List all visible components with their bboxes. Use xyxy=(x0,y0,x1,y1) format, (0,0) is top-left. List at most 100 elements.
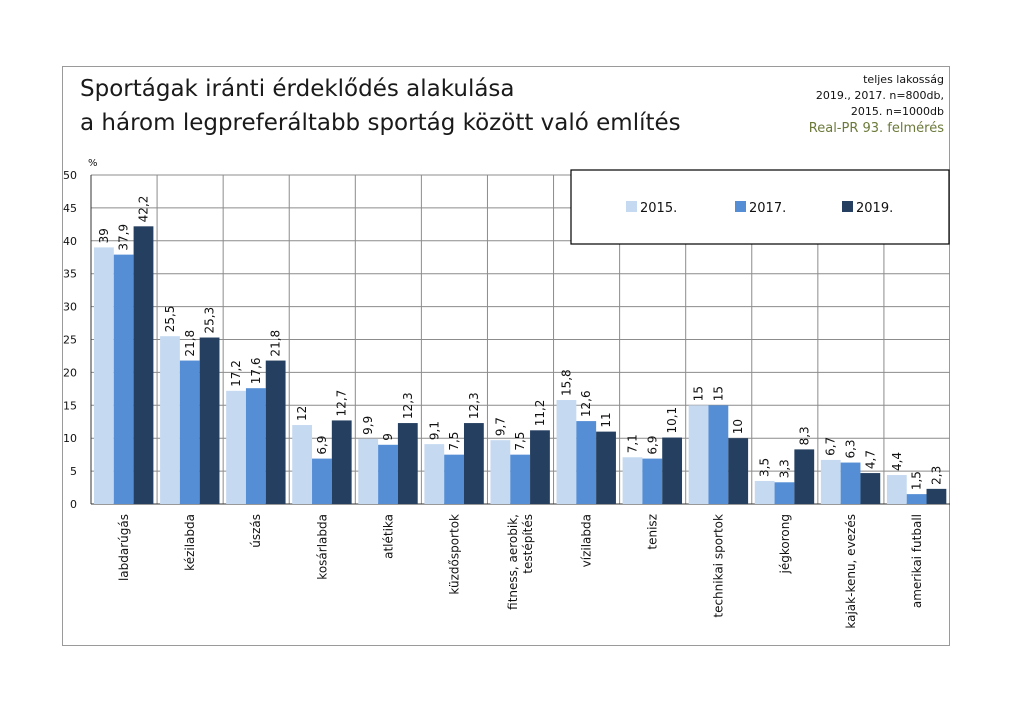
data-label: 12 xyxy=(295,406,309,421)
y-tick-label: 0 xyxy=(70,498,77,511)
data-label: 4,4 xyxy=(890,452,904,471)
bar-2017-7 xyxy=(576,421,597,504)
category-label: amerikai futball xyxy=(910,514,924,608)
bar-2015-2 xyxy=(226,390,246,504)
category-label: labdarúgás xyxy=(117,514,131,581)
legend-label: 2019. xyxy=(856,201,893,216)
legend-swatch xyxy=(626,201,637,212)
y-axis-label: % xyxy=(88,158,98,169)
data-label: 25,3 xyxy=(203,307,217,334)
bar-2015-7 xyxy=(556,400,577,504)
data-label: 12,3 xyxy=(401,392,415,419)
category-label: kézilabda xyxy=(183,514,197,571)
y-tick-label: 35 xyxy=(63,268,77,281)
legend-swatch xyxy=(735,201,746,212)
data-label: 39 xyxy=(97,228,111,243)
category-label: küzdősportok xyxy=(447,514,461,595)
data-label: 7,1 xyxy=(626,434,640,453)
data-label: 9,9 xyxy=(361,416,375,435)
category-label: tenisz xyxy=(646,514,660,550)
bar-2015-3 xyxy=(292,425,313,504)
category-label: testépítés xyxy=(521,514,535,574)
category-label: jégkorong xyxy=(778,514,792,574)
data-label: 3,3 xyxy=(777,459,791,478)
category-label: fitness, aerobik, xyxy=(506,514,520,610)
category-label: úszás xyxy=(249,514,263,548)
data-label: 21,8 xyxy=(183,330,197,357)
bar-2019-11 xyxy=(860,473,881,504)
bar-2019-0 xyxy=(133,226,154,504)
bar-2019-12 xyxy=(926,488,947,504)
bar-2015-11 xyxy=(820,459,841,504)
category-label: kajak-kenu, evezés xyxy=(844,514,858,629)
bar-2019-9 xyxy=(728,438,749,504)
bar-2015-8 xyxy=(622,457,643,504)
data-label: 7,5 xyxy=(447,432,461,451)
data-label: 8,3 xyxy=(797,426,811,445)
data-label: 11,2 xyxy=(533,400,547,427)
bar-2015-5 xyxy=(424,444,445,504)
category-label: vízilabda xyxy=(580,514,594,567)
bar-2019-1 xyxy=(199,337,220,504)
category-label: atlétika xyxy=(381,514,395,559)
bar-2019-8 xyxy=(662,437,683,504)
bar-2017-2 xyxy=(245,388,266,504)
bar-2019-10 xyxy=(794,449,815,504)
source-label: Real-PR 93. felmérés xyxy=(808,121,944,136)
bar-2015-6 xyxy=(490,440,511,504)
data-label: 11 xyxy=(599,412,613,427)
data-label: 3,5 xyxy=(758,458,772,477)
bar-2017-11 xyxy=(840,462,861,504)
bar-2015-12 xyxy=(886,475,907,504)
data-label: 6,9 xyxy=(315,436,329,455)
data-label: 1,5 xyxy=(910,471,924,490)
category-label: kosárlabda xyxy=(315,514,329,580)
data-label: 10,1 xyxy=(665,407,679,434)
bar-2019-6 xyxy=(530,430,550,504)
bar-2017-3 xyxy=(312,458,332,504)
bar-2017-0 xyxy=(113,254,134,504)
bar-2017-8 xyxy=(642,458,663,504)
y-tick-label: 50 xyxy=(63,169,77,182)
data-label: 15,8 xyxy=(559,369,573,396)
bar-2015-10 xyxy=(754,480,775,504)
bar-2015-0 xyxy=(94,247,114,504)
data-label: 25,5 xyxy=(163,305,177,332)
data-label: 9,7 xyxy=(493,417,507,436)
title-line-2: a három legpreferáltabb sportág között v… xyxy=(80,110,681,136)
data-label: 9,1 xyxy=(427,421,441,440)
data-label: 12,3 xyxy=(467,392,481,419)
y-tick-label: 5 xyxy=(70,465,77,478)
bar-2017-12 xyxy=(906,494,927,504)
y-tick-label: 15 xyxy=(63,399,77,412)
note-line-1: teljes lakosság xyxy=(863,73,944,86)
note-line-3: 2015. n=1000db xyxy=(850,105,944,118)
data-label: 9 xyxy=(381,433,395,441)
data-label: 6,9 xyxy=(645,436,659,455)
data-label: 6,3 xyxy=(844,439,858,458)
data-label: 12,6 xyxy=(579,390,593,417)
chart-frame xyxy=(62,66,950,646)
data-label: 15 xyxy=(692,386,706,401)
data-label: 21,8 xyxy=(269,330,283,357)
category-label: technikai sportok xyxy=(712,514,726,618)
data-label: 2,3 xyxy=(929,466,943,485)
data-label: 17,6 xyxy=(249,357,263,384)
bar-2015-4 xyxy=(358,438,379,504)
bar-2017-9 xyxy=(708,405,729,504)
y-tick-label: 10 xyxy=(63,432,77,445)
data-label: 37,9 xyxy=(117,224,131,251)
data-label: 17,2 xyxy=(229,360,243,387)
bar-2019-5 xyxy=(463,423,484,504)
data-label: 15 xyxy=(711,386,725,401)
bar-2019-2 xyxy=(265,360,286,504)
y-tick-label: 25 xyxy=(63,334,77,347)
data-label: 10 xyxy=(731,419,745,434)
bar-2019-4 xyxy=(397,423,418,504)
bar-2019-3 xyxy=(331,420,352,504)
bar-2017-4 xyxy=(378,444,398,504)
y-tick-label: 20 xyxy=(63,366,77,379)
legend-label: 2015. xyxy=(640,201,677,216)
data-label: 42,2 xyxy=(137,196,151,223)
